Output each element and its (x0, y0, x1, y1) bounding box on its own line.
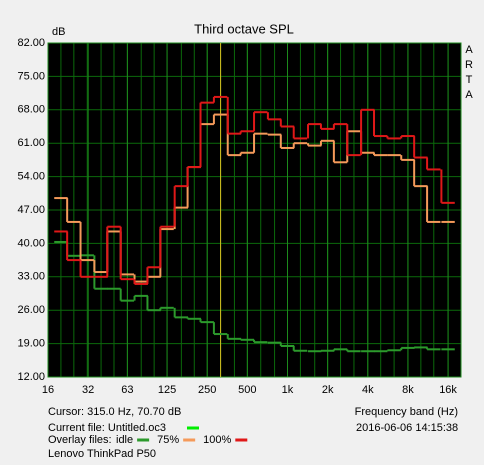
legend-label: 75% (157, 434, 179, 446)
x-tick-label: 1k (282, 384, 294, 396)
side-letter: A (465, 44, 473, 56)
x-tick-label: 4k (362, 384, 374, 396)
legend-label: 100% (203, 434, 231, 446)
side-letter: A (465, 89, 473, 101)
y-tick-label: 40.00 (17, 237, 45, 249)
x-tick-label: 16 (42, 384, 54, 396)
x-tick-label: 2k (322, 384, 334, 396)
cursor-label: Cursor: 315.0 Hz, 70.70 dB (48, 406, 181, 418)
side-letter: R (465, 59, 473, 71)
legend-label: idle (116, 434, 133, 446)
y-tick-label: 82.00 (17, 37, 45, 49)
x-tick-label: 8k (402, 384, 414, 396)
x-tick-label: 63 (121, 384, 133, 396)
device-name: Lenovo ThinkPad P50 (48, 448, 156, 460)
x-axis-label: Frequency band (Hz) (355, 406, 458, 418)
plot-border (47, 42, 462, 378)
x-tick-label: 500 (238, 384, 256, 396)
y-tick-label: 33.00 (17, 271, 45, 283)
current-file: Current file: Untitled.oc3 (48, 422, 166, 434)
overlay-label: Overlay files: (48, 434, 112, 446)
side-letter: T (466, 74, 473, 86)
timestamp: 2016-06-06 14:15:38 (356, 422, 458, 434)
x-tick-label: 16k (439, 384, 457, 396)
y-tick-label: 47.00 (17, 204, 45, 216)
x-tick-label: 125 (158, 384, 176, 396)
x-tick-label: 250 (198, 384, 216, 396)
y-tick-label: 75.00 (17, 70, 45, 82)
y-tick-label: 68.00 (17, 104, 45, 116)
y-axis-label: dB (52, 26, 65, 38)
y-tick-label: 12.00 (17, 371, 45, 383)
x-tick-label: 32 (82, 384, 94, 396)
chart-title: Third octave SPL (194, 21, 294, 36)
y-tick-label: 61.00 (17, 137, 45, 149)
y-tick-label: 26.00 (17, 304, 45, 316)
y-tick-label: 19.00 (17, 338, 45, 350)
y-tick-label: 54.00 (17, 171, 45, 183)
